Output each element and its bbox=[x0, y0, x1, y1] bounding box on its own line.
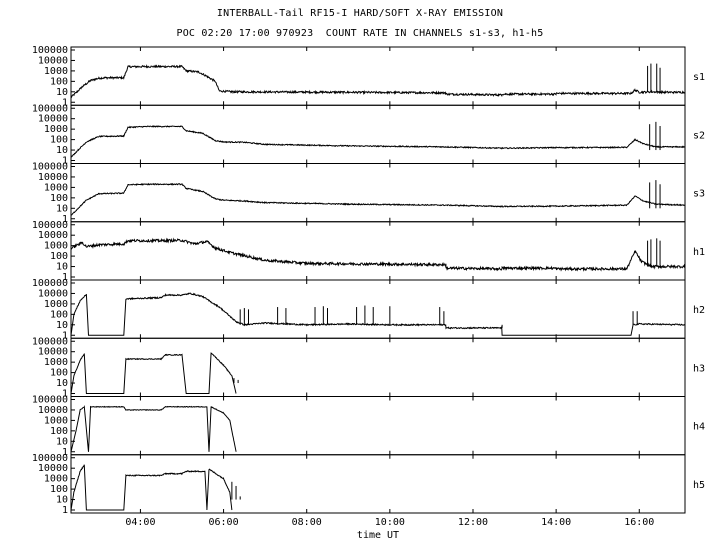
x-tick-label: 10:00 bbox=[375, 517, 405, 528]
series-line-s3 bbox=[70, 182, 686, 216]
y-tick-label-h1: 10 bbox=[56, 262, 68, 273]
chart-title: INTERBALL-Tail RF15-I HARD/SOFT X-RAY EM… bbox=[216, 8, 504, 19]
y-tick-label-s1: 1 bbox=[62, 97, 68, 108]
series-line-h5 bbox=[70, 464, 233, 511]
y-tick-label-h2: 10 bbox=[56, 320, 68, 331]
y-tick-label-s3: 1000 bbox=[44, 182, 68, 193]
channel-label-s1: s1 bbox=[693, 72, 705, 83]
y-tick-label-s2: 100000 bbox=[32, 103, 68, 114]
y-tick-label-h4: 1 bbox=[62, 447, 68, 458]
x-tick-label: 12:00 bbox=[458, 517, 488, 528]
y-tick-label-s3: 100 bbox=[50, 193, 68, 204]
channel-label-s3: s3 bbox=[693, 189, 705, 200]
y-tick-label-s1: 10000 bbox=[38, 55, 68, 66]
y-tick-label-s2: 10 bbox=[56, 145, 68, 156]
series-line-h2 bbox=[70, 292, 686, 336]
channel-label-h1: h1 bbox=[693, 247, 705, 258]
x-tick-label: 06:00 bbox=[209, 517, 239, 528]
y-tick-label-s2: 1000 bbox=[44, 124, 68, 135]
y-tick-label-h3: 10 bbox=[56, 378, 68, 389]
y-tick-label-s3: 10 bbox=[56, 203, 68, 214]
channel-label-s2: s2 bbox=[693, 130, 705, 141]
channel-label-h3: h3 bbox=[693, 363, 705, 374]
y-tick-label-s3: 100000 bbox=[32, 162, 68, 173]
y-tick-label-s1: 100000 bbox=[32, 45, 68, 56]
y-tick-label-h3: 1 bbox=[62, 389, 68, 400]
series-line-h4 bbox=[70, 405, 237, 452]
y-tick-label-h4: 10000 bbox=[38, 405, 68, 416]
y-tick-label-h5: 100 bbox=[50, 484, 68, 495]
x-tick-label: 04:00 bbox=[125, 517, 155, 528]
y-tick-label-h1: 100000 bbox=[32, 220, 68, 231]
x-tick-label: 14:00 bbox=[541, 517, 571, 528]
y-tick-label-s3: 1 bbox=[62, 214, 68, 225]
y-tick-label-h2: 1000 bbox=[44, 299, 68, 310]
y-tick-label-h2: 1 bbox=[62, 330, 68, 341]
y-tick-label-h2: 100 bbox=[50, 309, 68, 320]
channel-label-h4: h4 bbox=[693, 422, 705, 433]
y-tick-label-h5: 10 bbox=[56, 495, 68, 506]
panel-frame-h4 bbox=[70, 396, 686, 456]
panel-frame-s2 bbox=[70, 104, 686, 164]
y-tick-label-h1: 10000 bbox=[38, 230, 68, 241]
y-tick-label-s2: 1 bbox=[62, 156, 68, 167]
y-tick-label-h3: 100000 bbox=[32, 336, 68, 347]
y-tick-label-h3: 100 bbox=[50, 368, 68, 379]
y-tick-label-h3: 10000 bbox=[38, 347, 68, 358]
panel-frame-h2 bbox=[70, 279, 686, 339]
panel-frame-s1 bbox=[70, 46, 686, 106]
y-tick-label-h2: 10000 bbox=[38, 288, 68, 299]
y-tick-label-s1: 100 bbox=[50, 76, 68, 87]
y-tick-label-s2: 10000 bbox=[38, 114, 68, 125]
x-tick-label: 08:00 bbox=[292, 517, 322, 528]
y-tick-label-h4: 10 bbox=[56, 436, 68, 447]
y-tick-label-s2: 100 bbox=[50, 135, 68, 146]
panel-frame-h5 bbox=[70, 454, 686, 514]
y-tick-label-h1: 1000 bbox=[44, 241, 68, 252]
series-line-h3 bbox=[70, 352, 237, 394]
channel-label-h2: h2 bbox=[693, 305, 705, 316]
x-axis-label: time UT bbox=[357, 530, 399, 541]
y-tick-label-s3: 10000 bbox=[38, 172, 68, 183]
y-tick-label-h5: 10000 bbox=[38, 463, 68, 474]
y-tick-label-s1: 10 bbox=[56, 87, 68, 98]
y-tick-label-h1: 100 bbox=[50, 251, 68, 262]
series-line-h1 bbox=[70, 237, 686, 272]
panel-frame-h3 bbox=[70, 337, 686, 397]
y-tick-label-h4: 100000 bbox=[32, 395, 68, 406]
series-line-s2 bbox=[70, 125, 686, 158]
y-tick-label-h5: 1000 bbox=[44, 474, 68, 485]
y-tick-label-h1: 1 bbox=[62, 272, 68, 283]
panel-frame-s3 bbox=[70, 163, 686, 223]
panel-frame-h1 bbox=[70, 221, 686, 281]
y-tick-label-h5: 1 bbox=[62, 505, 68, 516]
y-tick-label-h4: 100 bbox=[50, 426, 68, 437]
y-tick-label-h4: 1000 bbox=[44, 415, 68, 426]
y-tick-label-s1: 1000 bbox=[44, 66, 68, 77]
y-tick-label-h5: 100000 bbox=[32, 453, 68, 464]
series-line-s1 bbox=[70, 64, 686, 98]
y-tick-label-h3: 1000 bbox=[44, 357, 68, 368]
y-tick-label-h2: 100000 bbox=[32, 278, 68, 289]
chart-subtitle: POC 02:20 17:00 970923 COUNT RATE IN CHA… bbox=[176, 28, 544, 39]
x-tick-label: 16:00 bbox=[624, 517, 654, 528]
channel-label-h5: h5 bbox=[693, 480, 705, 491]
